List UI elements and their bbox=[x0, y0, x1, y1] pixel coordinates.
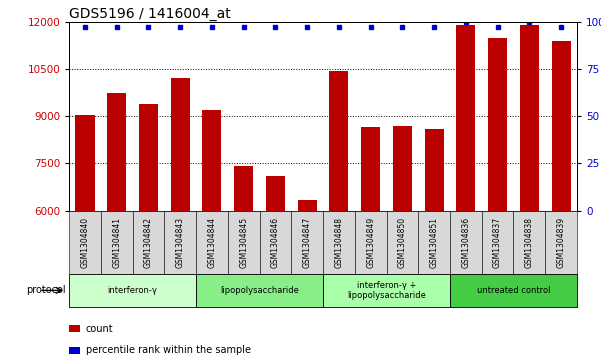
Text: count: count bbox=[86, 323, 114, 334]
Text: GSM1304848: GSM1304848 bbox=[334, 217, 343, 268]
Text: GSM1304851: GSM1304851 bbox=[430, 217, 439, 268]
Text: GSM1304840: GSM1304840 bbox=[81, 217, 90, 268]
Bar bbox=[107, 93, 126, 211]
Bar bbox=[456, 25, 475, 211]
Text: GSM1304841: GSM1304841 bbox=[112, 217, 121, 268]
Text: GSM1304847: GSM1304847 bbox=[303, 217, 312, 268]
Text: GDS5196 / 1416004_at: GDS5196 / 1416004_at bbox=[69, 7, 231, 21]
Text: untreated control: untreated control bbox=[477, 286, 551, 295]
Bar bbox=[266, 176, 285, 211]
Text: protocol: protocol bbox=[26, 285, 66, 295]
Text: GSM1304850: GSM1304850 bbox=[398, 217, 407, 268]
Bar bbox=[488, 37, 507, 211]
Text: GSM1304845: GSM1304845 bbox=[239, 217, 248, 268]
Bar bbox=[297, 200, 317, 211]
Bar bbox=[520, 25, 539, 211]
Text: GSM1304839: GSM1304839 bbox=[557, 217, 566, 268]
Bar bbox=[171, 78, 190, 211]
Bar bbox=[361, 127, 380, 211]
Bar bbox=[329, 70, 349, 211]
Text: percentile rank within the sample: percentile rank within the sample bbox=[86, 345, 251, 355]
Bar bbox=[139, 103, 158, 211]
Bar bbox=[76, 115, 94, 211]
Bar bbox=[203, 110, 221, 211]
Text: lipopolysaccharide: lipopolysaccharide bbox=[220, 286, 299, 295]
Text: GSM1304836: GSM1304836 bbox=[462, 217, 471, 268]
Text: interferon-γ +
lipopolysaccharide: interferon-γ + lipopolysaccharide bbox=[347, 281, 426, 300]
Bar bbox=[424, 129, 444, 211]
Text: GSM1304846: GSM1304846 bbox=[271, 217, 280, 268]
Text: GSM1304843: GSM1304843 bbox=[175, 217, 185, 268]
Text: GSM1304844: GSM1304844 bbox=[207, 217, 216, 268]
Bar bbox=[393, 126, 412, 211]
Text: GSM1304849: GSM1304849 bbox=[366, 217, 375, 268]
Text: GSM1304837: GSM1304837 bbox=[493, 217, 502, 268]
Bar bbox=[552, 41, 570, 211]
Text: GSM1304838: GSM1304838 bbox=[525, 217, 534, 268]
Bar bbox=[234, 167, 253, 211]
Text: interferon-γ: interferon-γ bbox=[108, 286, 157, 295]
Text: GSM1304842: GSM1304842 bbox=[144, 217, 153, 268]
